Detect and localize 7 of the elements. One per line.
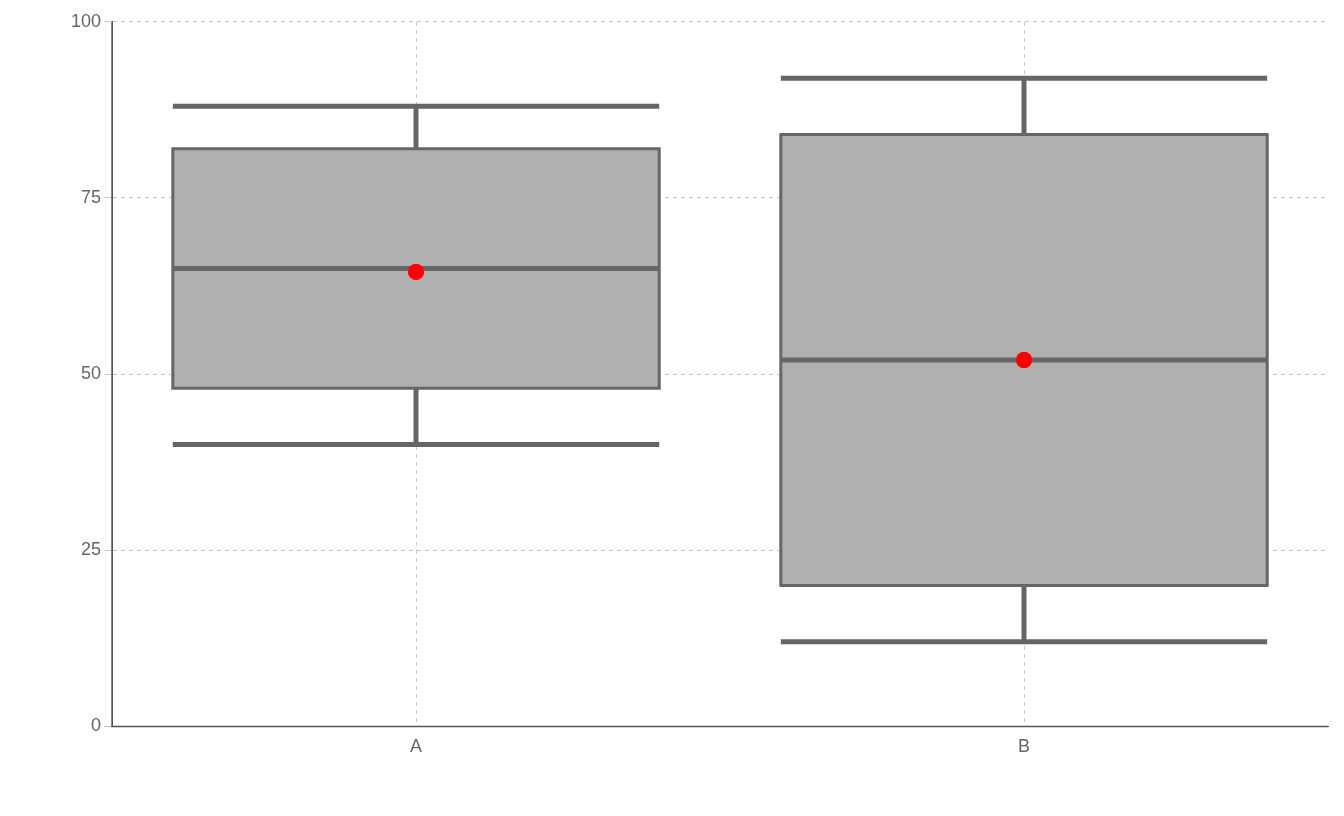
y-tick-label: 100 bbox=[70, 10, 102, 31]
x-tick-label: B bbox=[1018, 736, 1031, 757]
y-tick-label: 0 bbox=[91, 715, 102, 736]
x-tick-label: A bbox=[410, 736, 423, 757]
y-tick-label: 50 bbox=[81, 363, 102, 384]
y-tick-label: 75 bbox=[81, 186, 102, 207]
y-tick-label: 25 bbox=[81, 539, 102, 560]
